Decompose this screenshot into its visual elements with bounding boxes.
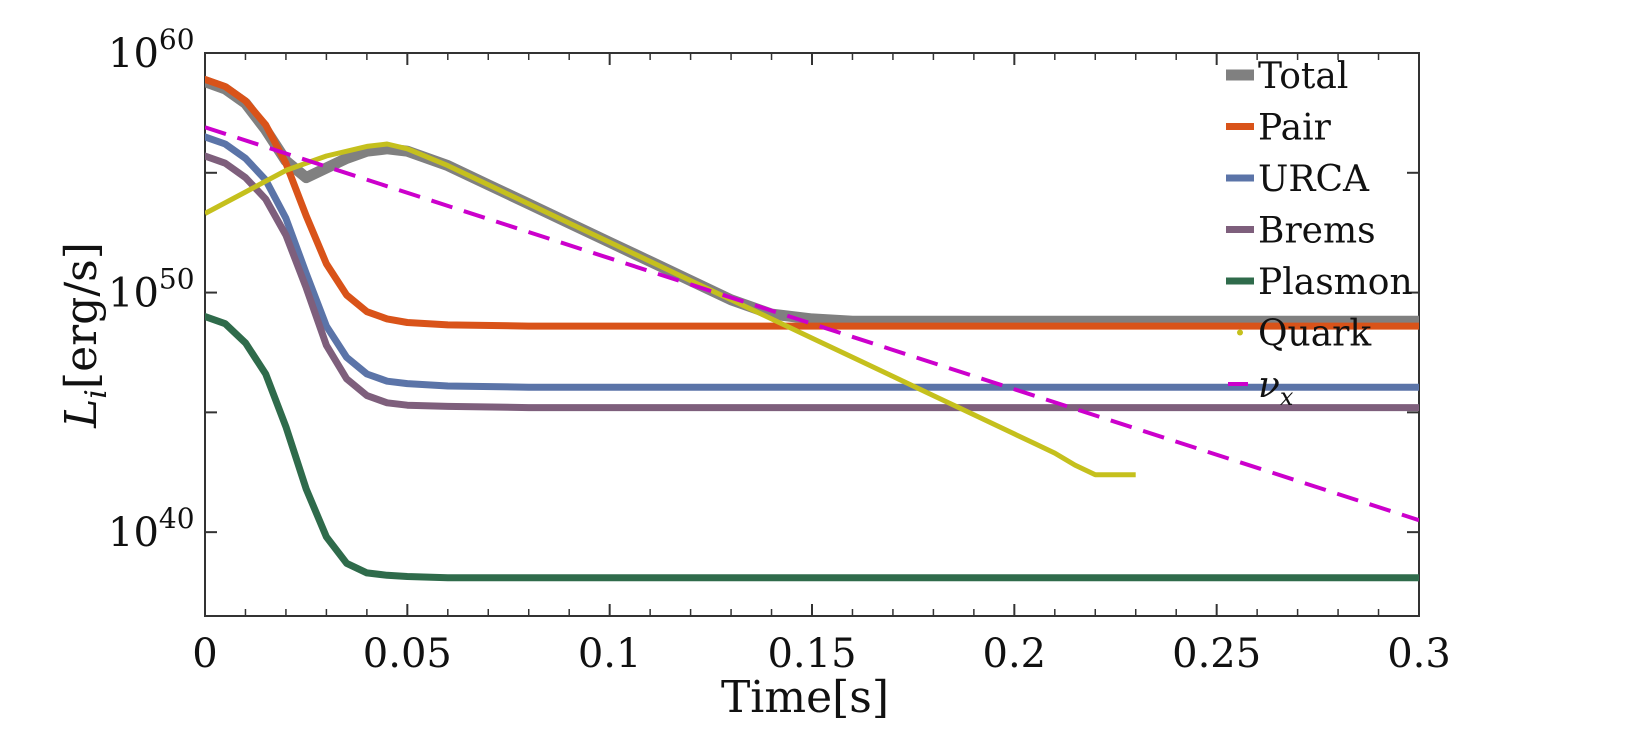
x-tick-label-0: 0 <box>192 631 217 677</box>
x-axis-label: Time[s] <box>721 672 889 723</box>
series-urca <box>205 133 1419 391</box>
x-tick-label-4: 0.2 <box>983 631 1047 677</box>
series-pair <box>205 75 1419 330</box>
svg-text:Li[erg/s]: Li[erg/s] <box>56 242 114 429</box>
series-layer <box>205 75 1419 582</box>
y-axis-label-sub: i <box>79 389 114 399</box>
legend-item-quark: Quark <box>1237 314 1372 355</box>
legend-label: νx <box>1258 365 1294 411</box>
legend-item-brems: Brems <box>1226 211 1376 252</box>
y-tick-labels: 1040 1050 1060 <box>108 23 195 556</box>
legend-item-urca: URCA <box>1226 159 1370 200</box>
legend-label: URCA <box>1258 159 1370 200</box>
plot-area <box>204 52 1420 617</box>
series-nu-x <box>205 125 1419 523</box>
series-brems <box>205 152 1419 412</box>
legend-label: Pair <box>1258 108 1332 149</box>
x-tick-label-2: 0.1 <box>578 631 642 677</box>
y-tick-label-50: 1050 <box>108 263 195 317</box>
x-tick-label-3: 0.15 <box>767 631 856 677</box>
legend: Total Pair URCA Brems Plasmon Quark νx <box>1226 56 1413 411</box>
legend-item-plasmon: Plasmon <box>1226 262 1413 303</box>
y-tick-label-60: 1060 <box>108 23 195 77</box>
y-axis-label: Li[erg/s] <box>56 242 114 429</box>
legend-item-pair: Pair <box>1226 108 1332 149</box>
legend-label: Plasmon <box>1258 262 1413 303</box>
legend-item-total: Total <box>1226 56 1348 97</box>
legend-label: Total <box>1258 56 1348 97</box>
legend-item-nu-x: νx <box>1228 365 1294 411</box>
series-quark <box>205 141 1136 478</box>
legend-swatch <box>1237 329 1243 336</box>
x-tick-label-6: 0.3 <box>1387 631 1451 677</box>
y-axis-label-unit: [erg/s] <box>56 242 107 389</box>
y-tick-label-40: 1040 <box>108 502 195 556</box>
axis-ticks <box>204 52 1420 616</box>
series-plasmon <box>205 313 1419 582</box>
x-tick-labels: 0 0.05 0.1 0.15 0.2 0.25 0.3 <box>192 631 1451 677</box>
legend-label: Brems <box>1258 211 1376 252</box>
legend-label: Quark <box>1258 314 1372 355</box>
x-tick-label-1: 0.05 <box>363 631 452 677</box>
y-axis-label-base: L <box>56 399 107 429</box>
x-tick-label-5: 0.25 <box>1172 631 1261 677</box>
